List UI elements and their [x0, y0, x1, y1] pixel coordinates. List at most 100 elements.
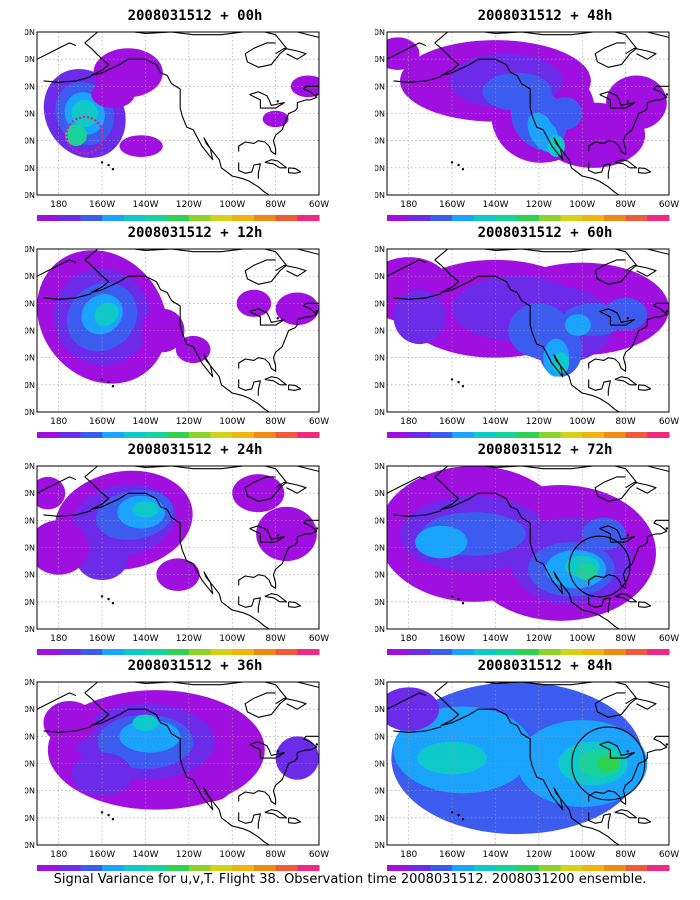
lat-tick-label: 40N — [375, 544, 385, 553]
variance-contour — [37, 476, 66, 510]
lon-tick-label: 140W — [132, 417, 158, 427]
colorbar-swatch — [625, 215, 648, 221]
lat-tick-label: 10N — [25, 625, 35, 634]
lat-tick-label: 50N — [375, 82, 385, 91]
lat-tick-label: 70N — [25, 245, 35, 254]
lat-tick-label: 70N — [25, 678, 35, 687]
colorbar-swatch — [145, 865, 168, 871]
variance-contour — [262, 110, 289, 128]
lat-tick-label: 40N — [375, 760, 385, 769]
variance-contour — [606, 75, 667, 130]
lon-tick-label: 160W — [89, 850, 115, 860]
colorbar-swatch — [647, 865, 670, 871]
variance-contour — [119, 135, 163, 157]
colorbar-swatch — [473, 649, 496, 655]
lat-tick-label: 60N — [25, 272, 35, 281]
colorbar-swatch — [430, 432, 453, 438]
map-plot: 70N 60N 50N 40N 30N 20N 10N 180 160W 140W 120W 100W… — [375, 462, 679, 655]
panel-title: 2008031512 + 24h — [127, 442, 263, 458]
colorbar: 1.62.23.145.16.37.591114212940 — [37, 432, 320, 438]
colorbar-swatch — [210, 432, 233, 438]
colorbar-swatch — [297, 215, 320, 221]
colorbar-swatch — [80, 432, 103, 438]
lat-tick-label: 10N — [375, 841, 385, 850]
variance-contour — [387, 687, 440, 731]
lon-tick-label: 180 — [50, 417, 67, 427]
colorbar-swatch — [297, 432, 320, 438]
lon-tick-label: 120W — [176, 850, 202, 860]
colorbar-swatch — [210, 649, 233, 655]
lon-tick-label: 60W — [309, 634, 329, 644]
lat-tick-label: 70N — [375, 28, 385, 37]
colorbar-swatch — [582, 865, 605, 871]
map-plot: 70N 60N 50N 40N 30N 20N 10N 180 160W 140W 120W 100W… — [375, 28, 679, 221]
colorbar-swatch — [297, 865, 320, 871]
lat-tick-label: 70N — [375, 245, 385, 254]
lon-tick-label: 60W — [309, 200, 329, 210]
colorbar-swatch — [297, 649, 320, 655]
variance-contour — [141, 308, 185, 353]
lon-tick-label: 80W — [265, 200, 285, 210]
colorbar-swatch — [647, 432, 670, 438]
lon-tick-label: 160W — [89, 634, 115, 644]
coastline — [37, 249, 319, 412]
lon-tick-label: 180 — [400, 417, 417, 427]
lat-tick-label: 10N — [25, 841, 35, 850]
map-plot: 70N 60N 50N 40N 30N 20N 10N 180 160W 140W 120W 100W… — [25, 28, 329, 221]
panel-title: 2008031512 + 72h — [477, 442, 613, 458]
lon-tick-label: 140W — [482, 850, 508, 860]
lon-tick-label: 120W — [176, 417, 202, 427]
variance-contour — [575, 563, 598, 581]
lat-tick-label: 40N — [375, 110, 385, 119]
verification-region-icon — [568, 535, 631, 598]
variance-contour — [37, 520, 90, 575]
colorbar: 1.62.23.145.16.37.591114212940 — [37, 215, 320, 221]
colorbar-swatch — [232, 865, 255, 871]
variance-contour — [91, 80, 135, 109]
colorbar-swatch — [517, 865, 540, 871]
colorbar-swatch — [80, 215, 103, 221]
variance-contour — [94, 302, 119, 327]
lon-tick-label: 80W — [615, 850, 635, 860]
colorbar-swatch — [102, 215, 125, 221]
colorbar-swatch — [188, 215, 212, 221]
colorbar-swatch — [37, 432, 60, 438]
coastline — [387, 32, 669, 195]
colorbar: 1.62.23.145.16.37.591114212940 — [387, 432, 670, 438]
lat-tick-label: 20N — [375, 164, 385, 173]
colorbar-swatch — [37, 215, 60, 221]
map-plot: 70N 60N 50N 40N 30N 20N 10N 180 160W 140W 120W 100W… — [375, 678, 679, 871]
colorbar-swatch — [538, 215, 562, 221]
colorbar-swatch — [275, 865, 298, 871]
map-panel: 2008031512 + 00h 70N 60N 50N 40N 30N 20N 10N 180… — [25, 8, 365, 233]
colorbar-swatch — [538, 432, 562, 438]
lon-tick-label: 60W — [659, 634, 679, 644]
lon-tick-label: 120W — [526, 634, 552, 644]
lon-tick-label: 140W — [482, 417, 508, 427]
lon-tick-label: 60W — [309, 850, 329, 860]
map-plot: 70N 60N 50N 40N 30N 20N 10N 180 160W 140W 120W 100W… — [25, 462, 329, 655]
colorbar-swatch — [408, 432, 431, 438]
lat-tick-label: 40N — [25, 760, 35, 769]
lat-tick-label: 20N — [25, 814, 35, 823]
lon-tick-label: 100W — [219, 634, 245, 644]
colorbar-swatch — [58, 432, 81, 438]
colorbar-swatch — [102, 649, 125, 655]
colorbar-swatch — [408, 215, 431, 221]
lat-tick-label: 60N — [375, 705, 385, 714]
lon-tick-label: 180 — [50, 850, 67, 860]
lon-tick-label: 120W — [176, 200, 202, 210]
lat-tick-label: 30N — [25, 354, 35, 363]
lat-tick-label: 60N — [25, 55, 35, 64]
variance-contour — [188, 768, 233, 802]
lon-tick-label: 160W — [439, 634, 465, 644]
lon-tick-label: 80W — [615, 634, 635, 644]
colorbar-swatch — [167, 649, 190, 655]
colorbar-swatch — [37, 649, 60, 655]
lat-tick-label: 40N — [25, 110, 35, 119]
variance-contour — [43, 701, 96, 745]
colorbar-swatch — [58, 649, 81, 655]
colorbar-swatch — [560, 649, 583, 655]
lon-tick-label: 120W — [526, 200, 552, 210]
lat-tick-label: 50N — [375, 299, 385, 308]
